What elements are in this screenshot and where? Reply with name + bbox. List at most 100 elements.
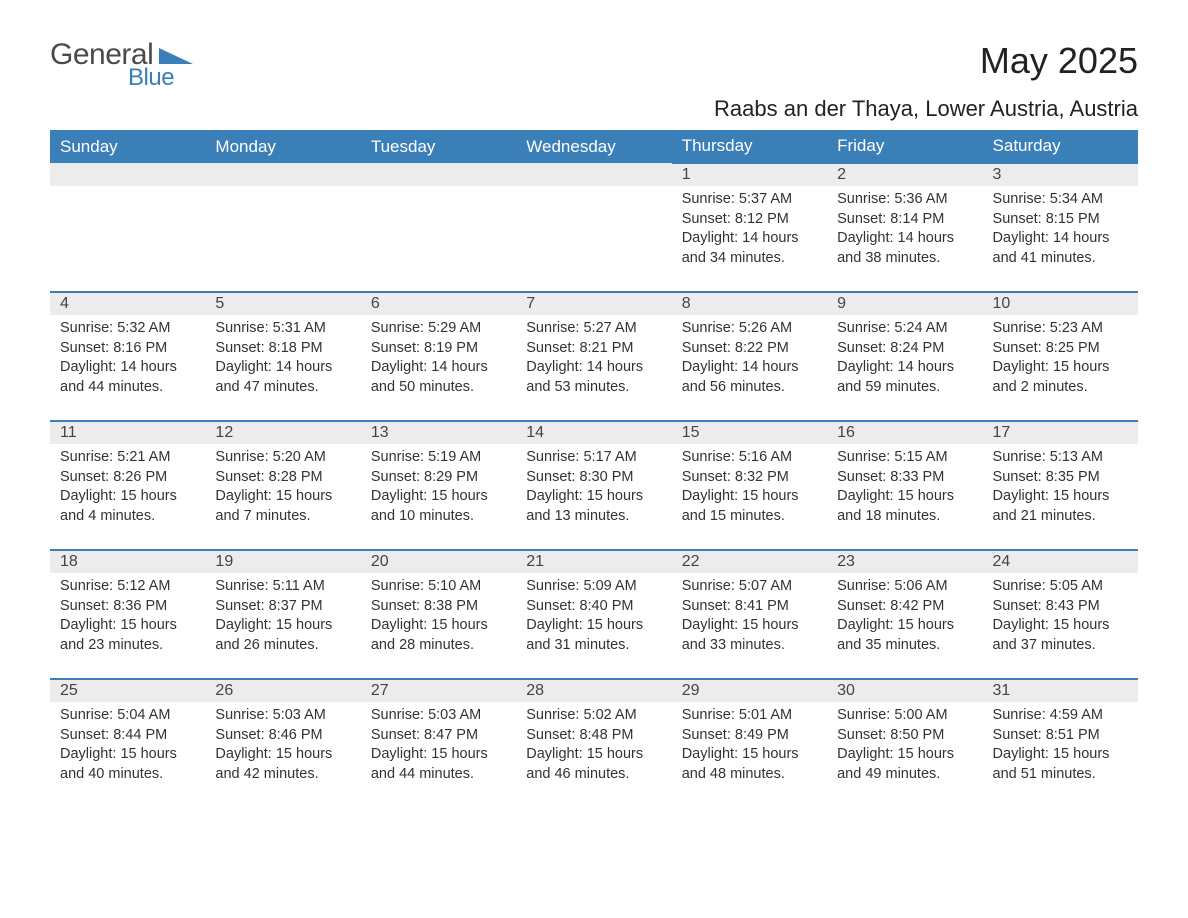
daylight-text-line1: Daylight: 15 hours	[682, 745, 817, 765]
weekday-header: Friday	[827, 130, 982, 163]
sunset-text: Sunset: 8:24 PM	[837, 339, 972, 359]
daylight-text-line2: and 47 minutes.	[215, 378, 350, 398]
day-content-cell: Sunrise: 5:29 AMSunset: 8:19 PMDaylight:…	[361, 315, 516, 421]
daylight-text-line1: Daylight: 14 hours	[371, 358, 506, 378]
sunset-text: Sunset: 8:43 PM	[993, 597, 1128, 617]
daylight-text-line2: and 7 minutes.	[215, 507, 350, 527]
sunset-text: Sunset: 8:32 PM	[682, 468, 817, 488]
day-content-cell: Sunrise: 5:06 AMSunset: 8:42 PMDaylight:…	[827, 573, 982, 679]
day-content-cell: Sunrise: 5:10 AMSunset: 8:38 PMDaylight:…	[361, 573, 516, 679]
daylight-text-line2: and 33 minutes.	[682, 636, 817, 656]
day-number-cell	[361, 163, 516, 186]
daylight-text-line1: Daylight: 14 hours	[993, 229, 1128, 249]
weekday-header: Wednesday	[516, 130, 671, 163]
day-content-cell: Sunrise: 5:17 AMSunset: 8:30 PMDaylight:…	[516, 444, 671, 550]
day-number-cell: 4	[50, 292, 205, 315]
day-number-cell	[50, 163, 205, 186]
daylight-text-line2: and 50 minutes.	[371, 378, 506, 398]
day-content-row: Sunrise: 5:37 AMSunset: 8:12 PM Daylight:…	[50, 186, 1138, 292]
sunrise-text: Sunrise: 5:34 AM	[993, 190, 1128, 210]
day-content-cell: Sunrise: 5:32 AMSunset: 8:16 PMDaylight:…	[50, 315, 205, 421]
daylight-text-line1: Daylight: 15 hours	[371, 487, 506, 507]
day-number-cell: 23	[827, 550, 982, 573]
day-content-cell: Sunrise: 5:12 AMSunset: 8:36 PMDaylight:…	[50, 573, 205, 679]
day-content-cell: Sunrise: 5:21 AMSunset: 8:26 PMDaylight:…	[50, 444, 205, 550]
sunset-text: Sunset: 8:14 PM	[837, 210, 972, 230]
daylight-text-line2: and 44 minutes.	[60, 378, 195, 398]
sunset-text: Sunset: 8:36 PM	[60, 597, 195, 617]
day-number-cell: 28	[516, 679, 671, 702]
daylight-text-line2: and 28 minutes.	[371, 636, 506, 656]
day-content-cell: Sunrise: 5:09 AMSunset: 8:40 PMDaylight:…	[516, 573, 671, 679]
weekday-header: Thursday	[672, 130, 827, 163]
location-subtitle: Raabs an der Thaya, Lower Austria, Austr…	[50, 96, 1138, 122]
sunrise-text: Sunrise: 5:37 AM	[682, 190, 817, 210]
day-number-cell: 1	[672, 163, 827, 186]
day-number-cell: 3	[983, 163, 1138, 186]
sunset-text: Sunset: 8:44 PM	[60, 726, 195, 746]
daylight-text-line1: Daylight: 15 hours	[837, 616, 972, 636]
day-number-cell: 12	[205, 421, 360, 444]
day-content-row: Sunrise: 5:12 AMSunset: 8:36 PMDaylight:…	[50, 573, 1138, 679]
page-title: May 2025	[980, 40, 1138, 82]
sunset-text: Sunset: 8:22 PM	[682, 339, 817, 359]
daylight-text-line2: and 13 minutes.	[526, 507, 661, 527]
weekday-header: Saturday	[983, 130, 1138, 163]
day-content-cell: Sunrise: 5:04 AMSunset: 8:44 PMDaylight:…	[50, 702, 205, 808]
sunrise-text: Sunrise: 5:04 AM	[60, 706, 195, 726]
day-content-cell: Sunrise: 5:34 AMSunset: 8:15 PMDaylight:…	[983, 186, 1138, 292]
sunset-text: Sunset: 8:41 PM	[682, 597, 817, 617]
sunrise-text: Sunrise: 5:03 AM	[371, 706, 506, 726]
daylight-text-line2: and 38 minutes.	[837, 249, 972, 269]
daylight-text-line2: and 21 minutes.	[993, 507, 1128, 527]
weekday-header: Monday	[205, 130, 360, 163]
sunset-text: Sunset: 8:28 PM	[215, 468, 350, 488]
day-number-cell: 16	[827, 421, 982, 444]
sunrise-text: Sunrise: 5:23 AM	[993, 319, 1128, 339]
daylight-text-line2: and 31 minutes.	[526, 636, 661, 656]
day-number-cell: 11	[50, 421, 205, 444]
sunset-text: Sunset: 8:19 PM	[371, 339, 506, 359]
sunrise-text: Sunrise: 5:16 AM	[682, 448, 817, 468]
day-content-row: Sunrise: 5:04 AMSunset: 8:44 PMDaylight:…	[50, 702, 1138, 808]
sunset-text: Sunset: 8:35 PM	[993, 468, 1128, 488]
day-content-cell: Sunrise: 5:11 AMSunset: 8:37 PMDaylight:…	[205, 573, 360, 679]
logo: General Blue	[50, 40, 193, 90]
sunrise-text: Sunrise: 4:59 AM	[993, 706, 1128, 726]
daylight-text-line1: Daylight: 15 hours	[371, 745, 506, 765]
sunrise-text: Sunrise: 5:05 AM	[993, 577, 1128, 597]
daylight-text-line1: Daylight: 15 hours	[215, 487, 350, 507]
sunset-text: Sunset: 8:48 PM	[526, 726, 661, 746]
logo-text-blue: Blue	[128, 66, 174, 90]
day-content-cell: Sunrise: 5:26 AMSunset: 8:22 PMDaylight:…	[672, 315, 827, 421]
daylight-text-line2: and 34 minutes.	[682, 249, 817, 269]
sunset-text: Sunset: 8:33 PM	[837, 468, 972, 488]
day-number-cell: 24	[983, 550, 1138, 573]
day-content-cell: Sunrise: 5:27 AMSunset: 8:21 PMDaylight:…	[516, 315, 671, 421]
day-content-cell: Sunrise: 5:15 AMSunset: 8:33 PMDaylight:…	[827, 444, 982, 550]
daylight-text-line1: Daylight: 15 hours	[526, 487, 661, 507]
day-number-cell: 6	[361, 292, 516, 315]
daylight-text-line2: and 49 minutes.	[837, 765, 972, 785]
sunrise-text: Sunrise: 5:32 AM	[60, 319, 195, 339]
day-content-cell: Sunrise: 5:19 AMSunset: 8:29 PMDaylight:…	[361, 444, 516, 550]
sunset-text: Sunset: 8:40 PM	[526, 597, 661, 617]
daylight-text-line1: Daylight: 15 hours	[682, 616, 817, 636]
sunset-text: Sunset: 8:47 PM	[371, 726, 506, 746]
daylight-text-line2: and 53 minutes.	[526, 378, 661, 398]
sunrise-text: Sunrise: 5:27 AM	[526, 319, 661, 339]
sunrise-text: Sunrise: 5:31 AM	[215, 319, 350, 339]
day-content-cell: Sunrise: 5:00 AMSunset: 8:50 PMDaylight:…	[827, 702, 982, 808]
daylight-text-line1: Daylight: 14 hours	[682, 358, 817, 378]
day-content-cell: Sunrise: 5:23 AMSunset: 8:25 PMDaylight:…	[983, 315, 1138, 421]
sunrise-text: Sunrise: 5:15 AM	[837, 448, 972, 468]
daylight-text-line1: Daylight: 15 hours	[60, 745, 195, 765]
day-content-cell: Sunrise: 5:31 AMSunset: 8:18 PMDaylight:…	[205, 315, 360, 421]
day-number-cell: 5	[205, 292, 360, 315]
daylight-text-line2: and 4 minutes.	[60, 507, 195, 527]
day-content-cell: Sunrise: 5:20 AMSunset: 8:28 PMDaylight:…	[205, 444, 360, 550]
daylight-text-line1: Daylight: 14 hours	[215, 358, 350, 378]
daylight-text-line2: and 59 minutes.	[837, 378, 972, 398]
sunset-text: Sunset: 8:21 PM	[526, 339, 661, 359]
sunset-text: Sunset: 8:12 PM	[682, 210, 817, 230]
